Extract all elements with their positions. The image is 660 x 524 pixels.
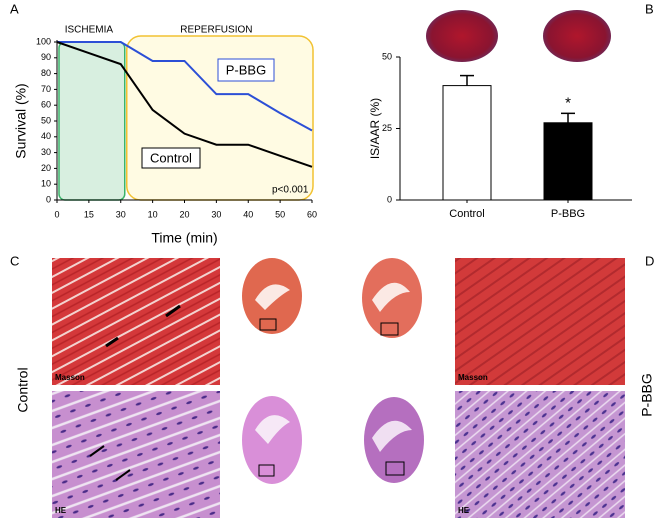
x-tick-label: 50 — [275, 209, 285, 219]
y-tick-label: 25 — [382, 123, 392, 133]
x-tick-label: Control — [449, 208, 484, 220]
panel-letter: A — [10, 1, 19, 16]
y-tick-label: 60 — [41, 100, 51, 110]
bar — [442, 85, 492, 201]
x-tick-label: 15 — [84, 209, 94, 219]
significance-mark: * — [565, 94, 571, 111]
p-value: p<0.001 — [272, 185, 309, 196]
y-tick-label: 20 — [41, 163, 51, 173]
y-tick-label: 50 — [382, 51, 392, 61]
heart-section — [364, 397, 424, 483]
x-tick-label: 30 — [116, 209, 126, 219]
x-tick-label: 40 — [243, 209, 253, 219]
stain-label: Masson — [458, 373, 488, 382]
heart-section — [242, 396, 302, 484]
y-tick-label: 70 — [41, 84, 51, 94]
series-line — [57, 41, 313, 132]
stain-label: Masson — [55, 373, 85, 382]
legend-label: Control — [150, 150, 192, 165]
y-tick-label: 30 — [41, 147, 51, 157]
inset-box — [380, 322, 399, 336]
legend-box — [217, 58, 275, 82]
open-arrows — [89, 445, 131, 481]
x-tick-label: 0 — [54, 209, 59, 219]
legend-box — [141, 147, 201, 169]
micrograph — [455, 391, 625, 518]
micrograph — [52, 391, 220, 518]
region-label: ISCHEMIA — [65, 25, 114, 36]
legend-label: P-BBG — [226, 62, 266, 77]
group-label: Control — [15, 367, 31, 412]
y-axis-label: Survival (%) — [13, 83, 29, 158]
x-tick-label: 10 — [148, 209, 158, 219]
inset-box — [258, 464, 275, 477]
panel-letter: B — [645, 1, 654, 16]
heart-photo — [543, 10, 611, 62]
x-tick-label: P-BBG — [551, 208, 585, 220]
y-tick-label: 80 — [41, 68, 51, 78]
y-tick-label: 0 — [387, 194, 392, 204]
region-label: REPERFUSION — [180, 25, 252, 36]
series-line — [56, 41, 313, 168]
bar — [543, 122, 593, 201]
ischemia-region — [58, 41, 126, 201]
y-axis-label: IS/AAR (%) — [368, 98, 382, 159]
y-tick-label: 10 — [41, 179, 51, 189]
x-axis-label: Time (min) — [151, 230, 217, 246]
x-tick-label: 20 — [179, 209, 189, 219]
group-label: P-BBG — [639, 373, 655, 417]
x-tick-label: 30 — [211, 209, 221, 219]
inset-box — [385, 461, 405, 476]
arrows — [105, 304, 181, 348]
x-tick-label: 60 — [307, 209, 317, 219]
stain-label: HE — [55, 506, 67, 515]
micrograph — [455, 258, 625, 385]
panel-letter: D — [645, 253, 654, 268]
panel-letter: C — [10, 253, 19, 268]
inset-box — [259, 318, 277, 331]
y-tick-label: 90 — [41, 52, 51, 62]
micrograph — [52, 258, 220, 385]
stain-label: HE — [458, 506, 470, 515]
heart-photo — [426, 10, 498, 62]
y-tick-label: 40 — [41, 131, 51, 141]
y-tick-label: 100 — [36, 36, 51, 46]
y-tick-label: 0 — [46, 194, 51, 204]
y-tick-label: 50 — [41, 115, 51, 125]
